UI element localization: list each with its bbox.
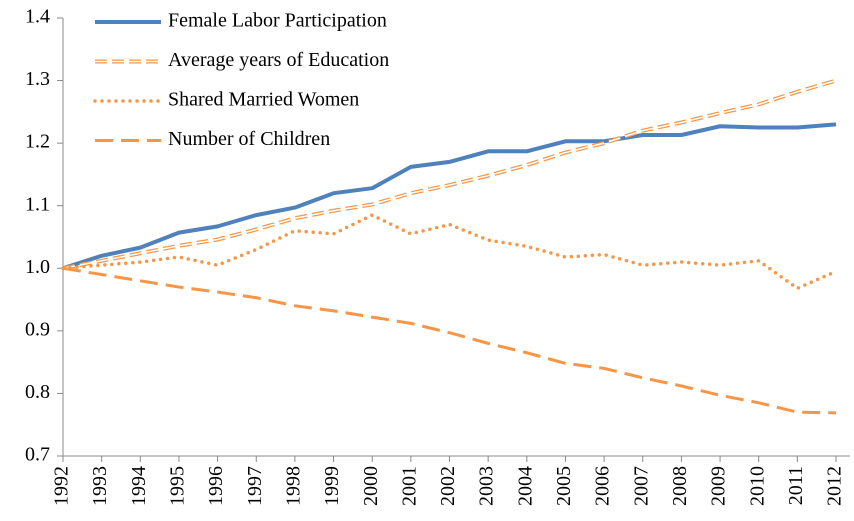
y-tick-label: 1.0: [25, 256, 50, 278]
x-tick-label: 2011: [785, 466, 807, 505]
y-tick-label: 0.7: [25, 444, 50, 466]
y-tick-label: 1.3: [25, 68, 50, 90]
x-tick-label: 1995: [167, 466, 189, 506]
x-tick-label: 2010: [746, 466, 768, 506]
y-tick-label: 0.8: [25, 381, 50, 403]
x-tick-label: 1996: [205, 466, 227, 506]
x-tick-label: 1997: [244, 466, 266, 506]
x-tick-label: 2008: [669, 466, 691, 506]
x-tick-label: 2004: [514, 466, 536, 506]
line: [62, 122, 837, 271]
x-tick-label: 2007: [630, 466, 652, 506]
x-tick-label: 2012: [824, 466, 846, 506]
y-tick-label: 1.2: [25, 131, 50, 153]
x-tick-label: 2003: [476, 466, 498, 506]
x-tick-label: 2001: [398, 466, 420, 506]
x-tick-label: 1994: [128, 466, 150, 506]
y-tick-label: 0.9: [25, 318, 50, 340]
x-tick-label: 2006: [592, 466, 614, 506]
y-tick-label: 1.1: [25, 193, 50, 215]
line: [62, 266, 837, 415]
legend-label: Number of Children: [168, 128, 330, 150]
x-tick-label: 2000: [360, 466, 382, 506]
legend-label: Female Labor Participation: [168, 10, 387, 32]
legend-label: Average years of Education: [168, 49, 389, 71]
line-inner: [62, 79, 837, 270]
x-tick-label: 2005: [553, 466, 575, 506]
x-tick-label: 2009: [708, 466, 730, 506]
y-tick-label: 1.4: [25, 6, 50, 28]
x-tick-label: 1998: [282, 466, 304, 506]
x-tick-label: 1992: [51, 466, 73, 506]
x-tick-label: 1999: [321, 466, 343, 506]
x-tick-label: 2002: [437, 466, 459, 506]
legend-label: Shared Married Women: [168, 89, 359, 111]
line: [61, 213, 838, 291]
x-tick-label: 1993: [89, 466, 111, 506]
